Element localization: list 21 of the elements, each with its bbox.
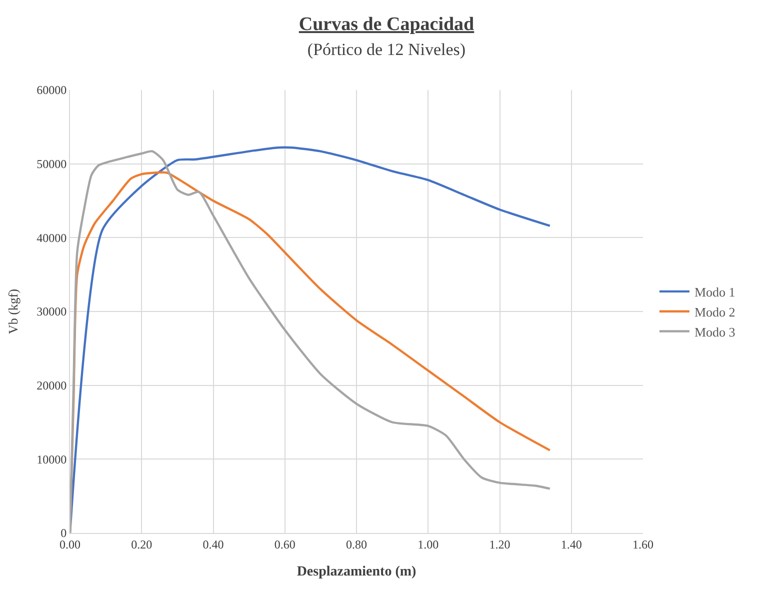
y-tick-label: 30000 (36, 304, 67, 319)
x-tick-label: 0.40 (202, 537, 224, 552)
x-tick-label: 1.00 (418, 537, 439, 552)
x-tick-label: 0.20 (131, 537, 152, 552)
chart-title: Curvas de Capacidad (298, 14, 475, 36)
x-axis-title: Desplazamiento (m) (296, 564, 417, 580)
x-tick-label: 1.40 (560, 537, 582, 552)
y-tick-label: 60000 (36, 83, 67, 98)
legend-label: Modo 3 (694, 324, 736, 340)
x-tick-label: 0.80 (346, 537, 367, 552)
legend-label: Modo 2 (694, 304, 736, 320)
y-tick-label: 40000 (36, 230, 67, 245)
y-axis-title: Vb (kgf) (6, 288, 21, 334)
x-tick-label: 1.20 (489, 537, 510, 552)
y-tick-label: 50000 (36, 157, 67, 172)
legend-label: Modo 1 (694, 284, 736, 300)
y-tick-label: 10000 (36, 452, 67, 466)
x-tick-label: 1.60 (632, 537, 654, 552)
x-tick-label: 0.60 (274, 537, 296, 552)
chart-subtitle: (Pórtico de 12 Niveles) (307, 40, 466, 59)
y-tick-label: 20000 (36, 378, 67, 393)
